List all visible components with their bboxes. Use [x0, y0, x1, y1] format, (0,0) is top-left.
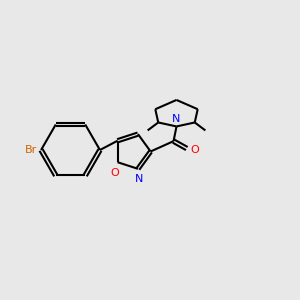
- Text: N: N: [172, 114, 181, 124]
- Text: Br: Br: [24, 145, 37, 155]
- Text: N: N: [135, 174, 144, 184]
- Text: O: O: [190, 145, 199, 155]
- Text: O: O: [110, 167, 119, 178]
